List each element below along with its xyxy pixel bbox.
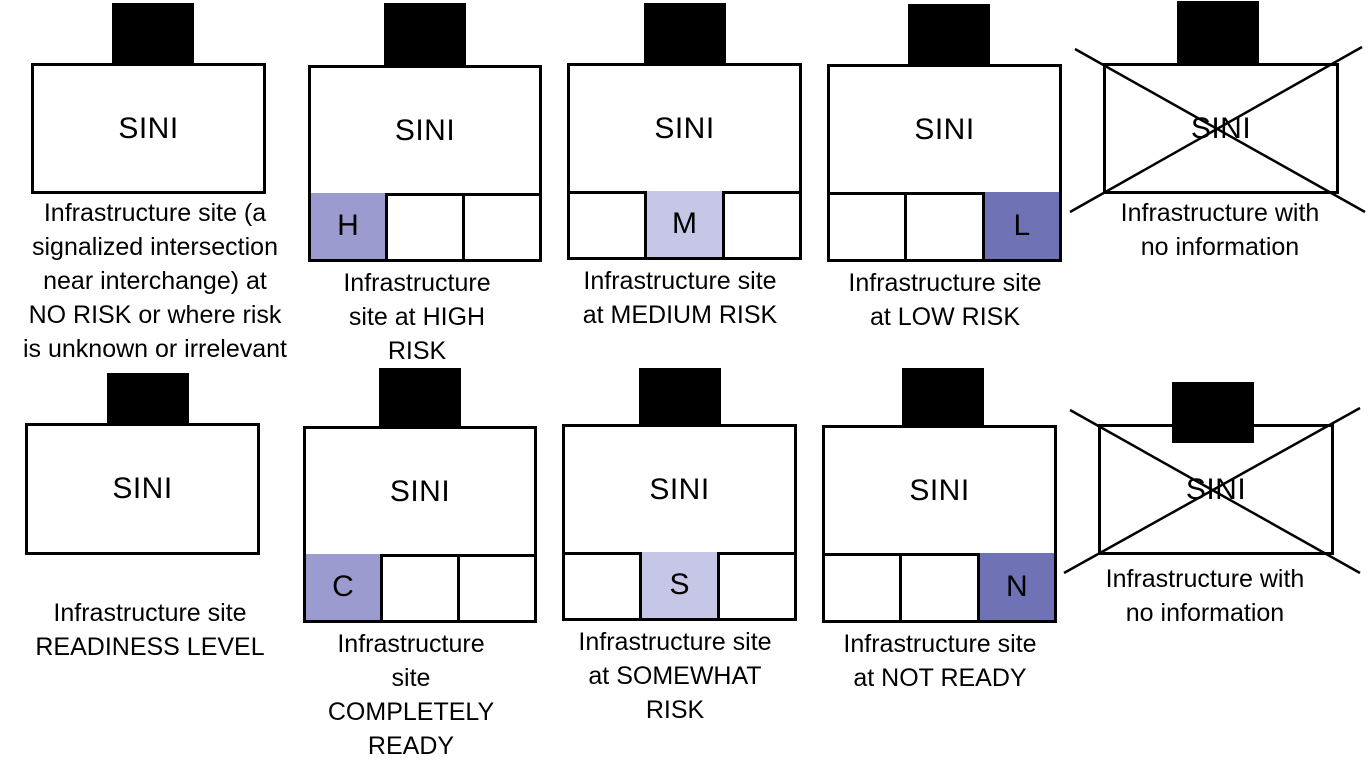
caption-low-risk: Infrastructure site at LOW RISK: [848, 269, 1042, 331]
readiness-cell-completely: C: [306, 554, 383, 620]
sini-tab: [639, 368, 721, 426]
sini-label: SINI: [909, 473, 970, 507]
risk-cell: [388, 193, 465, 259]
caption-readiness-level: Infrastructure site READINESS LEVEL: [35, 599, 265, 661]
sini-box: SINI: [308, 65, 542, 196]
risk-indicator-row: L: [827, 192, 1062, 262]
sini-box: SINI: [303, 426, 537, 557]
sini-tab: [1177, 1, 1259, 65]
sini-box: SINI: [25, 423, 260, 555]
sini-label: SINI: [112, 472, 173, 505]
caption-somewhat: Infrastructure site at SOMEWHAT RISK: [578, 628, 772, 724]
risk-indicator-row: H: [308, 193, 542, 262]
sini-label: SINI: [654, 111, 715, 145]
readiness-indicator-row: S: [562, 552, 797, 621]
sini-tab: [1172, 382, 1254, 443]
sini-tab: [644, 3, 726, 65]
sini-box: SINI: [822, 425, 1057, 556]
caption-not-ready: Infrastructure site at NOT READY: [843, 630, 1037, 692]
readiness-cell: [383, 554, 460, 620]
readiness-cell: [565, 552, 643, 618]
sini-tab: [379, 368, 461, 428]
sini-label: SINI: [649, 472, 710, 506]
sini-box: SINI: [31, 63, 266, 194]
risk-cell-low: L: [984, 192, 1059, 259]
sini-label: SINI: [914, 112, 975, 146]
risk-cell: [570, 191, 648, 257]
risk-cell: [907, 192, 985, 259]
caption-medium-risk: Infrastructure site at MEDIUM RISK: [582, 267, 778, 329]
readiness-indicator-row: N: [822, 553, 1057, 623]
readiness-cell-not-ready: N: [979, 553, 1054, 620]
risk-cell-medium: M: [647, 191, 725, 257]
sini-tab: [384, 3, 466, 67]
sini-label: SINI: [394, 113, 456, 147]
risk-cell-high: H: [311, 193, 388, 259]
sini-box: SINI: [827, 64, 1062, 195]
sini-tab: [908, 4, 990, 66]
caption-completely-ready: Infrastructure site COMPLETELY READY: [327, 630, 495, 760]
caption-no-information: Infrastructure with no information: [1105, 565, 1305, 627]
sini-tab: [107, 373, 189, 425]
sini-label: SINI: [389, 474, 451, 508]
caption-no-risk: Infrastructure site (a signalized inters…: [22, 199, 287, 363]
risk-indicator-row: M: [567, 191, 802, 260]
caption-high-risk: Infrastructure site at HIGH RISK: [343, 269, 491, 365]
risk-cell: [830, 192, 908, 259]
readiness-indicator-row: C: [303, 554, 537, 623]
sini-label: SINI: [118, 111, 179, 145]
sini-box: SINI: [562, 424, 797, 555]
sini-tab: [112, 3, 194, 65]
caption-no-information: Infrastructure with no information: [1120, 199, 1320, 261]
readiness-cell: [825, 553, 903, 620]
sini-tab: [902, 368, 984, 428]
readiness-cell-somewhat: S: [642, 552, 720, 618]
readiness-cell: [902, 553, 980, 620]
